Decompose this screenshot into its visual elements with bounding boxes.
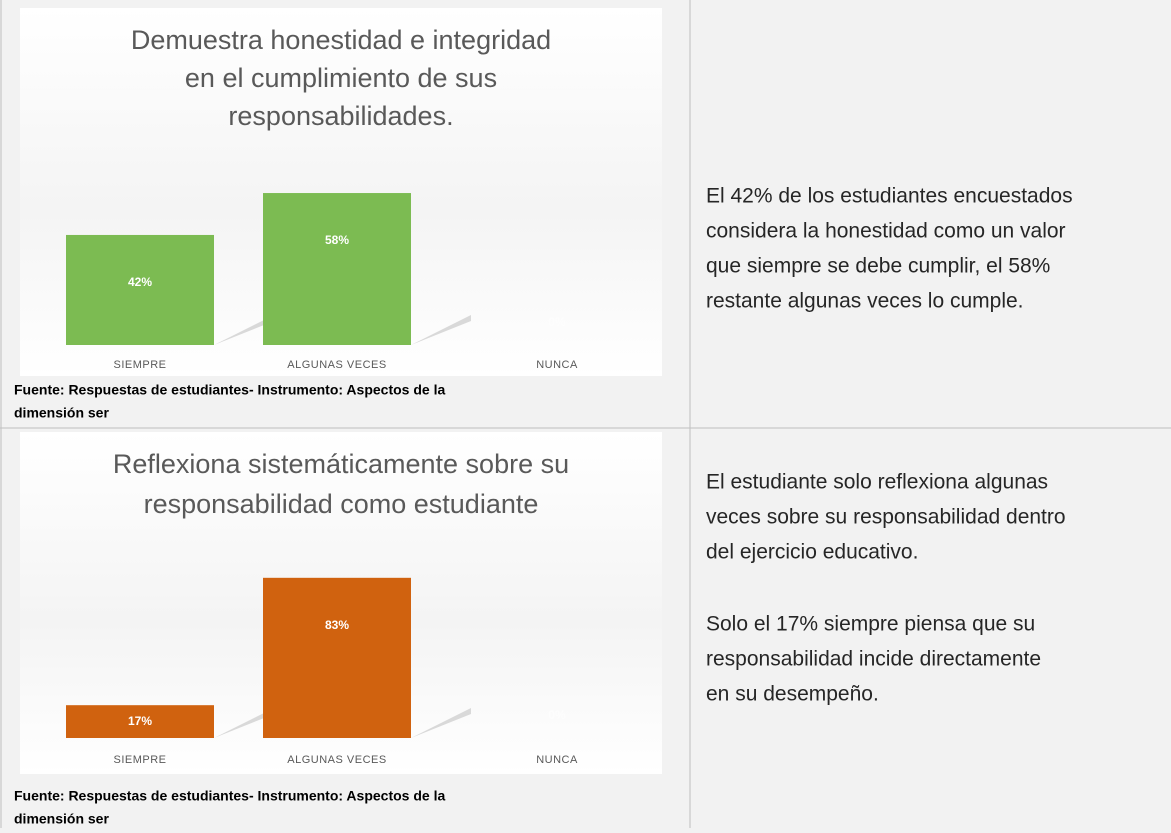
source-caption: dimensión ser xyxy=(14,405,109,421)
chart-title: Demuestra honestidad e integridad xyxy=(131,25,551,55)
bar-shadow xyxy=(411,315,471,345)
bar-shadow xyxy=(214,315,274,345)
data-label: 0% xyxy=(548,315,566,329)
description-text: El estudiante solo reflexiona algunas xyxy=(706,471,1048,494)
bar-shadow xyxy=(214,708,274,738)
chart-title: responsabilidades. xyxy=(228,101,453,131)
bar-shadow xyxy=(411,708,471,738)
data-label: 83% xyxy=(325,618,349,632)
description-text: que siempre se debe cumplir, el 58% xyxy=(706,255,1050,278)
x-tick-label: NUNCA xyxy=(536,754,578,766)
description-text: considera la honestidad como un valor xyxy=(706,220,1066,243)
description-text: veces sobre su responsabilidad dentro xyxy=(706,506,1066,529)
x-tick-label: ALGUNAS VECES xyxy=(287,359,386,371)
description-text: El 42% de los estudiantes encuestados xyxy=(706,185,1073,208)
bar xyxy=(66,705,214,738)
bar xyxy=(263,193,411,345)
data-label: 0% xyxy=(548,708,566,722)
description-text: del ejercicio educativo. xyxy=(706,541,918,564)
source-caption: Fuente: Respuestas de estudiantes- Instr… xyxy=(14,788,445,804)
data-label: 58% xyxy=(325,233,349,247)
description-text: en su desempeño. xyxy=(706,683,879,706)
x-tick-label: SIEMPRE xyxy=(113,359,166,371)
bar xyxy=(66,234,214,345)
description-text: restante algunas veces lo cumple. xyxy=(706,290,1024,313)
chart-title: responsabilidad como estudiante xyxy=(144,489,539,519)
bar xyxy=(263,577,411,738)
source-caption: Fuente: Respuestas de estudiantes- Instr… xyxy=(14,382,445,398)
x-tick-label: SIEMPRE xyxy=(113,754,166,766)
data-label: 17% xyxy=(128,714,152,728)
description-text: responsabilidad incide directamente xyxy=(706,648,1041,671)
chart-title: Reflexiona sistemáticamente sobre su xyxy=(113,449,569,479)
x-tick-label: ALGUNAS VECES xyxy=(287,754,386,766)
description-text: Solo el 17% siempre piensa que su xyxy=(706,613,1035,636)
chart-title: en el cumplimiento de sus xyxy=(185,63,497,93)
x-tick-label: NUNCA xyxy=(536,359,578,371)
data-label: 42% xyxy=(128,275,152,289)
source-caption: dimensión ser xyxy=(14,811,109,827)
